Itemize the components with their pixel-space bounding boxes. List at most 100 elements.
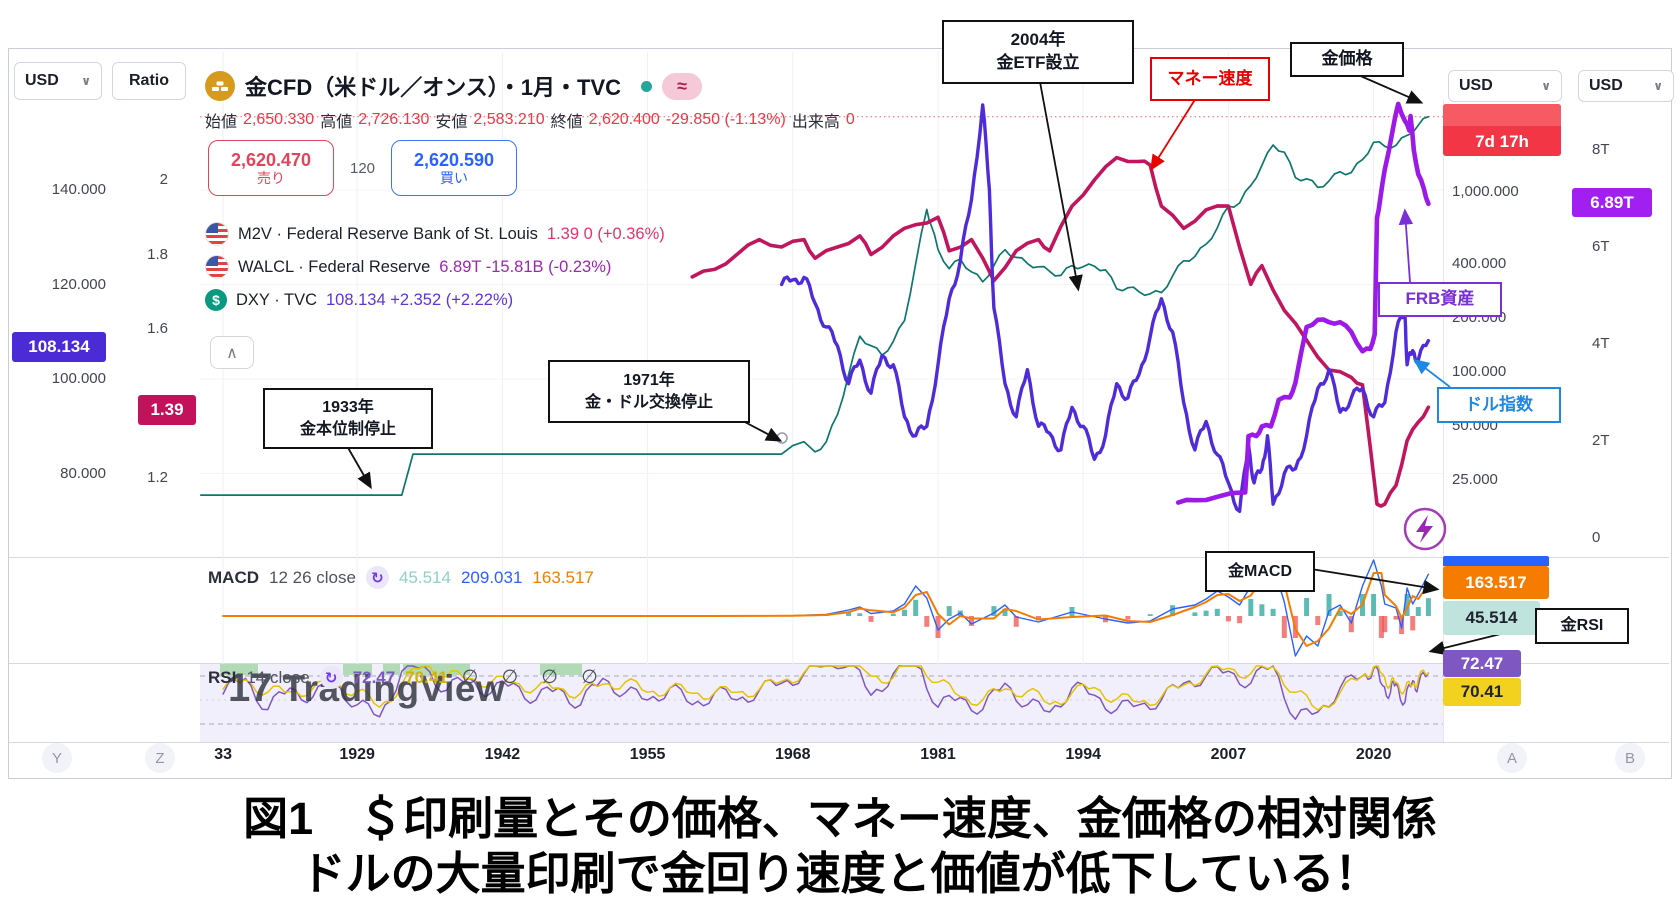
- symbol-title-row: 金CFD（米ドル／オンス）・1月・TVC ≈: [205, 68, 703, 104]
- rsi-ma-value: 70.41: [405, 667, 448, 687]
- legend-row-dxy[interactable]: $ DXY · TVC 108.134 +2.352 (+2.22%): [205, 287, 513, 313]
- chevron-up-icon: ∧: [226, 344, 238, 362]
- chevron-down-icon: ∨: [1653, 79, 1663, 93]
- open-label: 始値: [205, 114, 238, 131]
- axis-label: 8T: [1592, 141, 1610, 158]
- legend-row-m2v[interactable]: M2V · Federal Reserve Bank of St. Louis …: [205, 221, 665, 247]
- m2v-name: M2V · Federal Reserve Bank of St. Louis: [238, 224, 538, 243]
- currency-dropdown-right-1[interactable]: USD ∨: [1448, 70, 1562, 102]
- axis-label: 120.000: [51, 275, 106, 293]
- axis-label: Y: [42, 743, 72, 773]
- macd-signal-bar-badge: [1443, 556, 1549, 566]
- dxy-name: DXY · TVC: [236, 290, 317, 309]
- macd-hist-badge: 45.514: [1443, 601, 1540, 635]
- volume-value: 0: [845, 111, 855, 128]
- axis-label: 140.000: [51, 181, 106, 198]
- rsi-legend-row[interactable]: RSI 14 close ↻ 72.47 70.41 ∅ ∅ ∅ ∅: [208, 666, 607, 689]
- currency-dropdown-right-2[interactable]: USD ∨: [1578, 70, 1674, 102]
- rsi-value-badge: 72.47: [1443, 650, 1521, 677]
- annotation-1933-gold-standard: 1933年 金本位制停止: [263, 388, 433, 449]
- order-panel: 2,620.470 売り 120 2,620.590 買い: [208, 140, 518, 196]
- buy-label: 買い: [440, 170, 469, 187]
- symbol-title[interactable]: 金CFD（米ドル／オンス）・1月・TVC: [245, 75, 622, 100]
- volume-label: 出来高: [791, 114, 840, 131]
- spread-value: 120: [350, 159, 376, 177]
- walcl-price-badge: 6.89T: [1572, 188, 1652, 217]
- ratio-button[interactable]: Ratio: [112, 62, 186, 100]
- collapse-legend-button[interactable]: ∧: [210, 336, 254, 369]
- currency-left-value: USD: [25, 72, 59, 89]
- m2v-price-badge: 1.39: [138, 395, 196, 425]
- legend-row-walcl[interactable]: WALCL · Federal Reserve 6.89T -15.81B (-…: [205, 254, 611, 280]
- axis-label: B: [1615, 743, 1645, 773]
- axis-label: 400.000: [1452, 254, 1507, 272]
- high-value: 2,726.130: [358, 111, 430, 128]
- rsi-value: 72.47: [352, 667, 396, 687]
- currency-dropdown-left[interactable]: USD ∨: [14, 62, 102, 100]
- axis-label: A: [1497, 743, 1527, 773]
- axis-label: 100.000: [1452, 363, 1507, 380]
- pane-separator-rsi[interactable]: [9, 663, 1669, 664]
- axis-label: 1942: [484, 746, 521, 763]
- hidden-price-strip: [1443, 104, 1561, 126]
- axis-label: 1968: [774, 746, 811, 763]
- pane-separator-macd[interactable]: [9, 557, 1669, 558]
- annotation-frb-assets: FRB資産: [1378, 282, 1502, 317]
- annotation-2004-gold-etf: 2004年 金ETF設立: [942, 20, 1134, 84]
- figure-caption: 図1 ＄印刷量とその価格、マネー速度、金価格の相対関係 ドルの大量印刷で金回り速…: [0, 792, 1680, 902]
- market-status-dot-icon: [641, 80, 653, 92]
- sell-price: 2,620.470: [230, 149, 312, 170]
- macd-value-badge: 163.517: [1443, 566, 1549, 599]
- macd-legend-row[interactable]: MACD 12 26 close ↻ 45.514 209.031 163.51…: [208, 566, 594, 589]
- macd-signal-value: 163.517: [532, 567, 594, 587]
- us-flag-icon: [205, 222, 229, 246]
- axis-label: 1.2: [147, 469, 168, 486]
- buy-button[interactable]: 2,620.590 買い: [391, 140, 518, 196]
- empty-set-icons: ∅ ∅ ∅ ∅: [461, 667, 607, 688]
- rsi-title: RSI: [208, 667, 237, 687]
- refresh-icon[interactable]: ↻: [319, 666, 343, 689]
- caption-line-2: ドルの大量印刷で金回り速度と価値が低下している！: [300, 847, 1380, 899]
- axis-label: 1929: [339, 746, 375, 763]
- dxy-value: 108.134 +2.352 (+2.22%): [326, 290, 514, 309]
- buy-price: 2,620.590: [413, 149, 495, 170]
- pane-separator-timeaxis: [9, 742, 1669, 743]
- high-label: 高値: [320, 114, 353, 131]
- axis-label: 80.000: [60, 464, 106, 482]
- axis-label: 100.000: [51, 370, 106, 387]
- axis-label: 1955: [629, 746, 666, 763]
- m2v-value: 1.39 0 (+0.36%): [546, 224, 665, 243]
- axis-label: 25.000: [1452, 471, 1498, 489]
- change-value: -29.850 (-1.13%): [665, 111, 786, 128]
- annotation-dollar-index: ドル指数: [1437, 387, 1561, 423]
- sell-label: 売り: [257, 170, 285, 187]
- currency-right-2-value: USD: [1589, 77, 1623, 94]
- countdown-badge: 7d 17h: [1443, 104, 1561, 156]
- axis-label: 2T: [1592, 432, 1610, 449]
- currency-right-1-value: USD: [1459, 77, 1493, 94]
- rsi-ma-badge: 70.41: [1443, 678, 1521, 706]
- annotation-gold-rsi: 金RSI: [1535, 608, 1629, 644]
- dxy-price-badge: 108.134: [12, 332, 106, 362]
- axis-label: 2007: [1210, 746, 1247, 763]
- sell-button[interactable]: 2,620.470 売り: [208, 140, 334, 196]
- annotation-gold-price: 金価格: [1290, 42, 1404, 77]
- axis-label: 2: [159, 171, 168, 188]
- annotation-money-velocity: マネー速度: [1150, 57, 1270, 101]
- chevron-down-icon: ∨: [81, 74, 91, 88]
- axis-label: 1,000.000: [1452, 183, 1519, 200]
- walcl-name: WALCL · Federal Reserve: [238, 257, 431, 276]
- annotation-1971-gold-dollar: 1971年 金・ドル交換停止: [548, 360, 750, 423]
- refresh-icon[interactable]: ↻: [365, 566, 389, 589]
- macd-line-value: 209.031: [460, 567, 523, 587]
- axis-label: 0: [1592, 529, 1601, 546]
- gold-coin-icon: [205, 71, 235, 101]
- approx-icon: ≈: [677, 75, 687, 96]
- axis-label: 1.8: [147, 245, 168, 263]
- ratio-label: Ratio: [129, 72, 169, 89]
- approx-badge[interactable]: ≈: [662, 72, 703, 100]
- low-value: 2,583.210: [473, 111, 545, 128]
- low-label: 安値: [435, 114, 468, 131]
